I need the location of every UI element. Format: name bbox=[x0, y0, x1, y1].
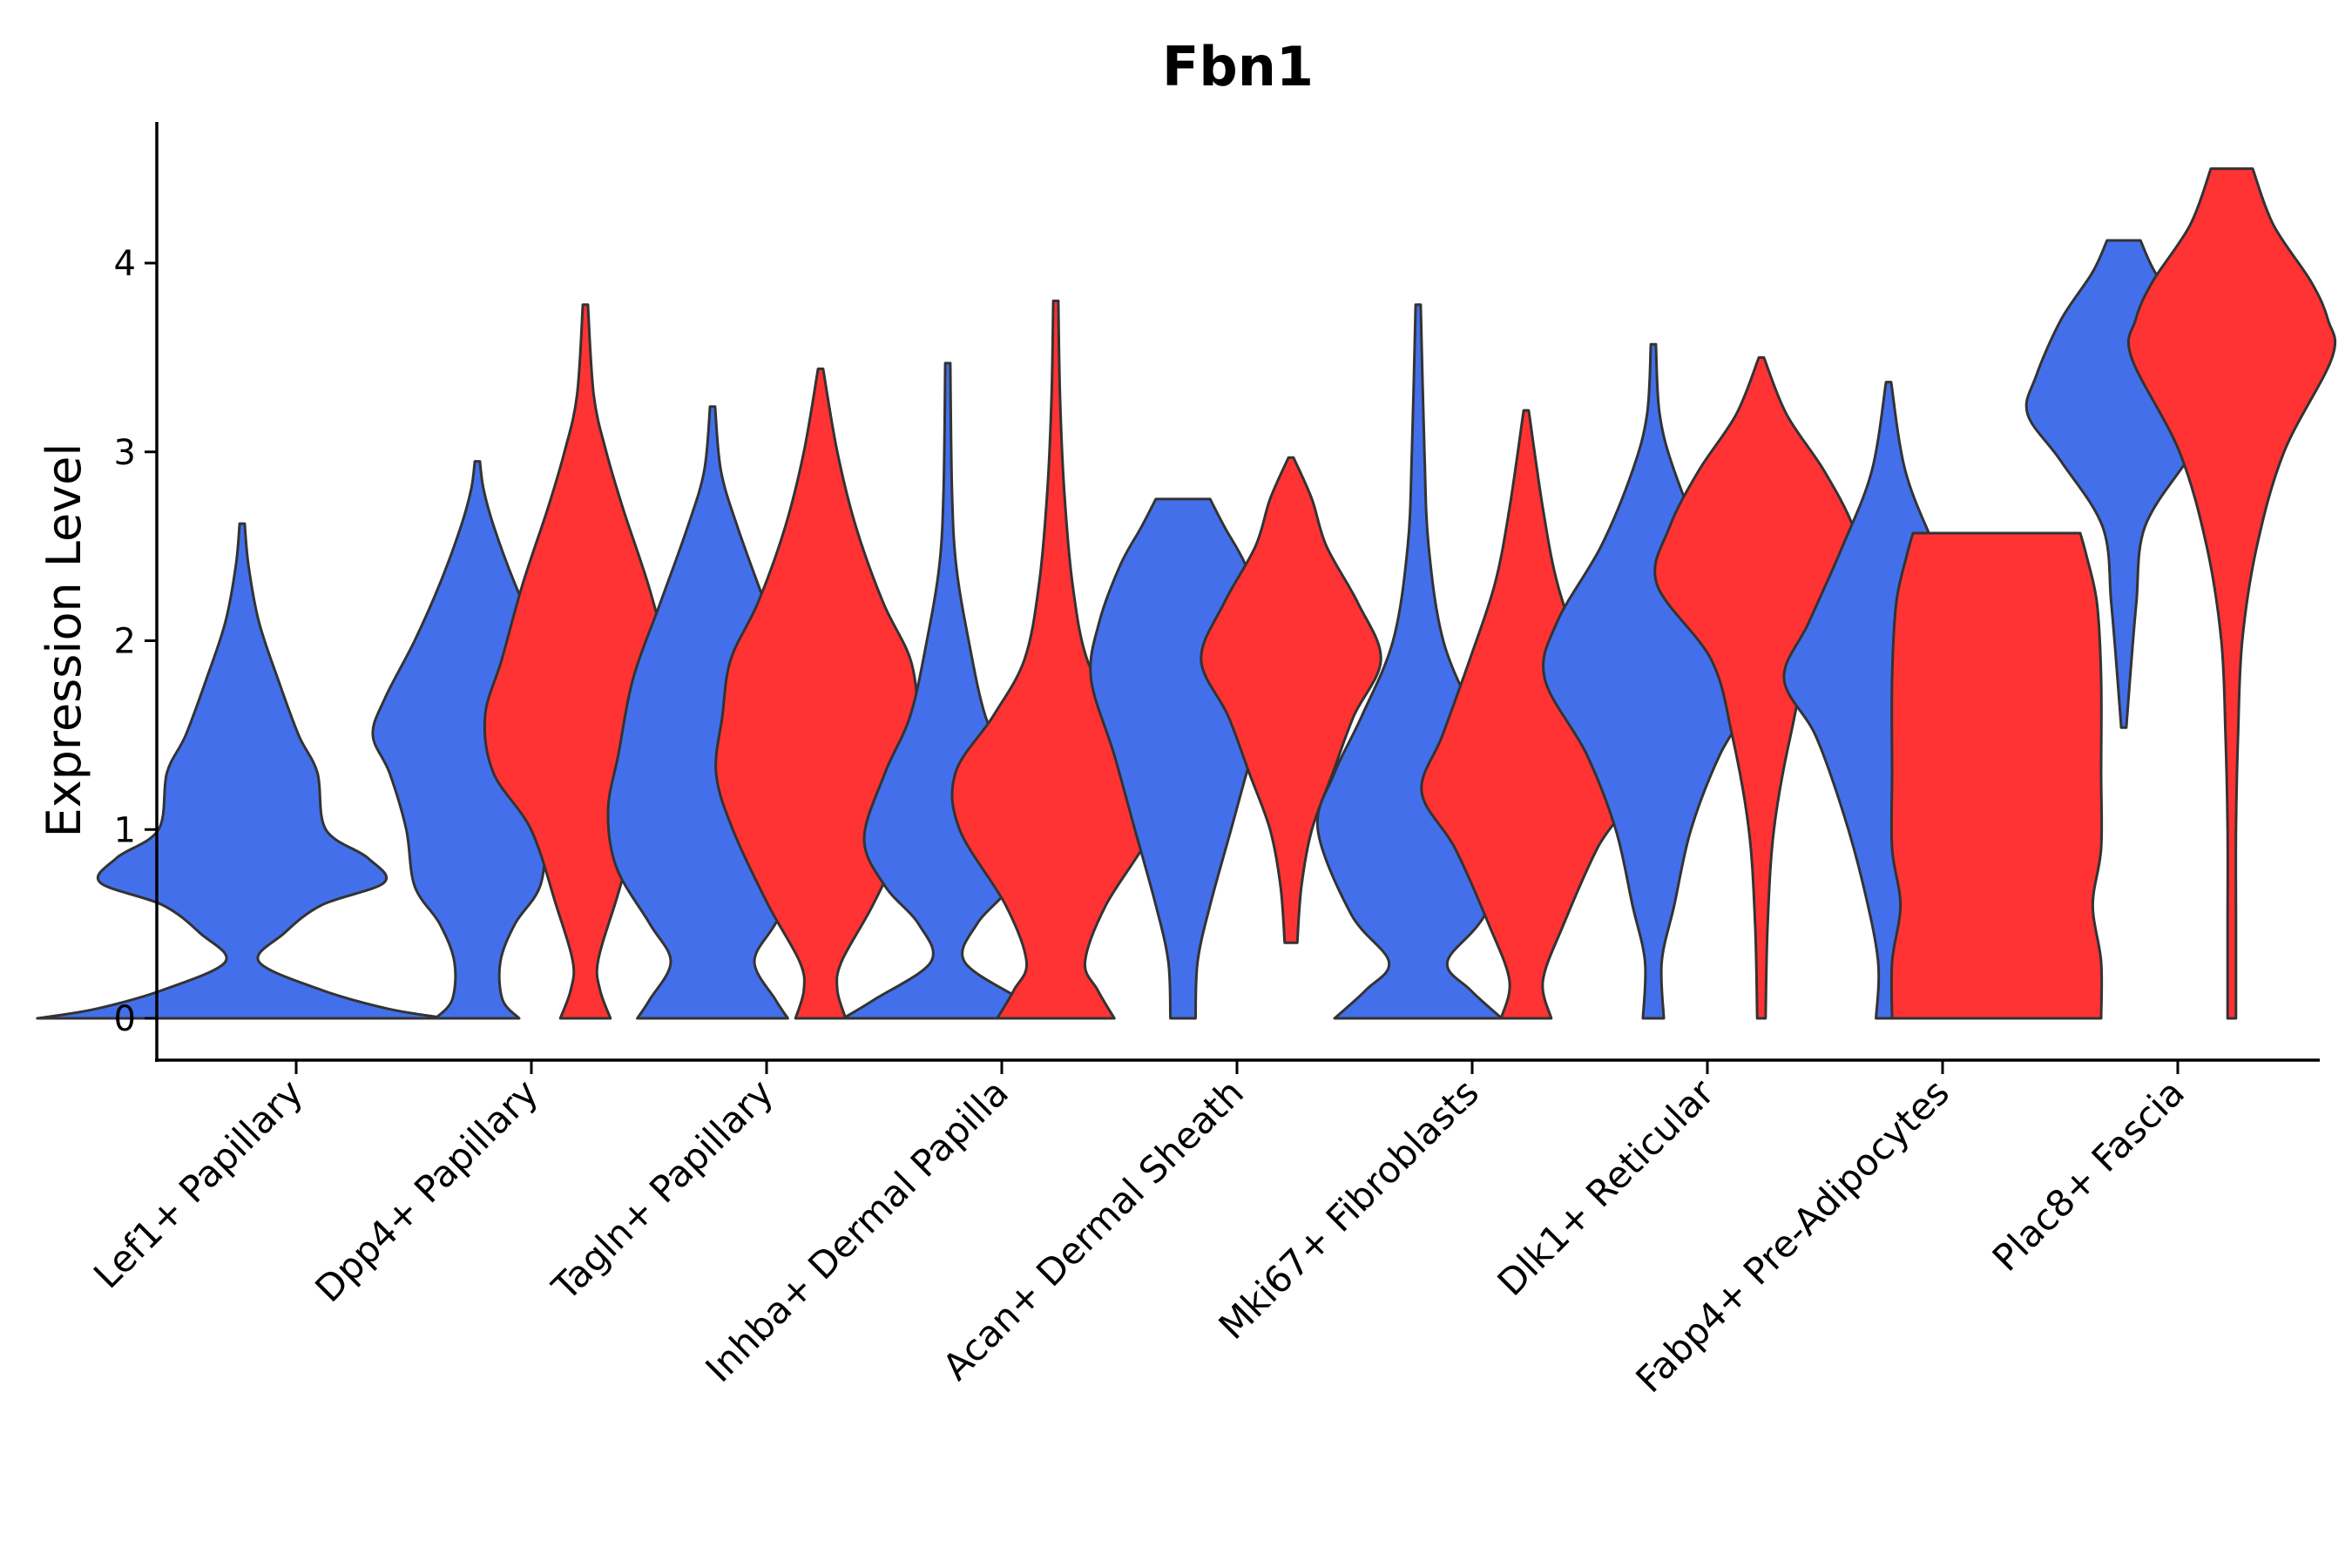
violin-acan-dermal-sheath-group2 bbox=[1200, 456, 1382, 944]
violin-dlk1-reticular-group2 bbox=[1653, 355, 1869, 1020]
y-tick-label: 4 bbox=[114, 244, 136, 284]
violin-plac8-fascia-group2 bbox=[2126, 167, 2337, 1020]
violin-fabp4-pre-adipocytes-group2 bbox=[1889, 531, 2104, 1020]
violin-lef1-papillary-group1 bbox=[36, 522, 449, 1020]
y-axis-label: Expression Level bbox=[37, 443, 91, 838]
y-tick-label: 3 bbox=[114, 433, 136, 473]
violin-group bbox=[36, 167, 2337, 1020]
x-tick-label: Dlk1+ Reticular bbox=[1490, 1071, 1723, 1304]
y-tick-label: 1 bbox=[114, 810, 136, 850]
x-tick-label: Mki67+ Fibroblasts bbox=[1211, 1071, 1487, 1347]
x-tick-label: Dpp4+ Papillary bbox=[307, 1071, 546, 1310]
x-tick-label: Plac8+ Fascia bbox=[1984, 1071, 2193, 1279]
x-tick-label: Tagln+ Papillary bbox=[544, 1071, 781, 1308]
chart-title: Fbn1 bbox=[1162, 35, 1314, 98]
y-ticks: 0 1 2 3 4 bbox=[114, 244, 157, 1039]
x-tick-label: Lef1+ Papillary bbox=[85, 1071, 311, 1296]
y-tick-label: 2 bbox=[114, 622, 136, 662]
violin-dlk1-reticular-group1 bbox=[1542, 342, 1765, 1020]
violin-mki67-fibroblasts-group2 bbox=[1420, 409, 1632, 1020]
y-tick-label: 0 bbox=[114, 999, 136, 1039]
